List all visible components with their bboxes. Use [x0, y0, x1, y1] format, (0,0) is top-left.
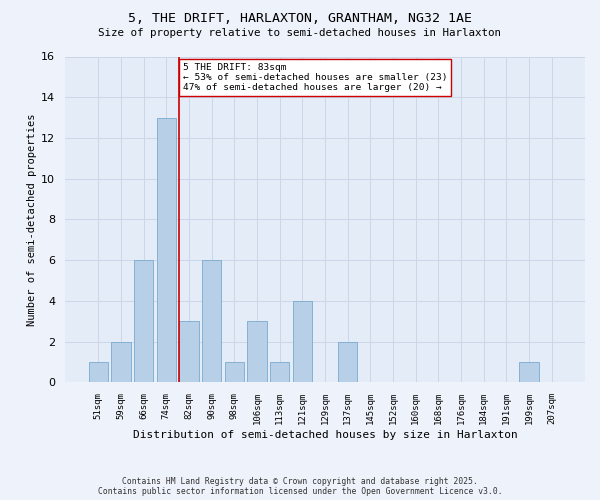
Text: 5 THE DRIFT: 83sqm
← 53% of semi-detached houses are smaller (23)
47% of semi-de: 5 THE DRIFT: 83sqm ← 53% of semi-detache…: [183, 62, 447, 92]
Bar: [157, 118, 176, 382]
Bar: [520, 362, 539, 382]
Y-axis label: Number of semi-detached properties: Number of semi-detached properties: [27, 113, 37, 326]
Bar: [202, 260, 221, 382]
Bar: [179, 322, 199, 382]
Bar: [270, 362, 289, 382]
X-axis label: Distribution of semi-detached houses by size in Harlaxton: Distribution of semi-detached houses by …: [133, 430, 517, 440]
Text: Contains HM Land Registry data © Crown copyright and database right 2025.
Contai: Contains HM Land Registry data © Crown c…: [98, 476, 502, 496]
Bar: [224, 362, 244, 382]
Bar: [338, 342, 358, 382]
Text: Size of property relative to semi-detached houses in Harlaxton: Size of property relative to semi-detach…: [98, 28, 502, 38]
Bar: [89, 362, 108, 382]
Bar: [247, 322, 266, 382]
Bar: [134, 260, 153, 382]
Bar: [293, 301, 312, 382]
Bar: [112, 342, 131, 382]
Text: 5, THE DRIFT, HARLAXTON, GRANTHAM, NG32 1AE: 5, THE DRIFT, HARLAXTON, GRANTHAM, NG32 …: [128, 12, 472, 26]
